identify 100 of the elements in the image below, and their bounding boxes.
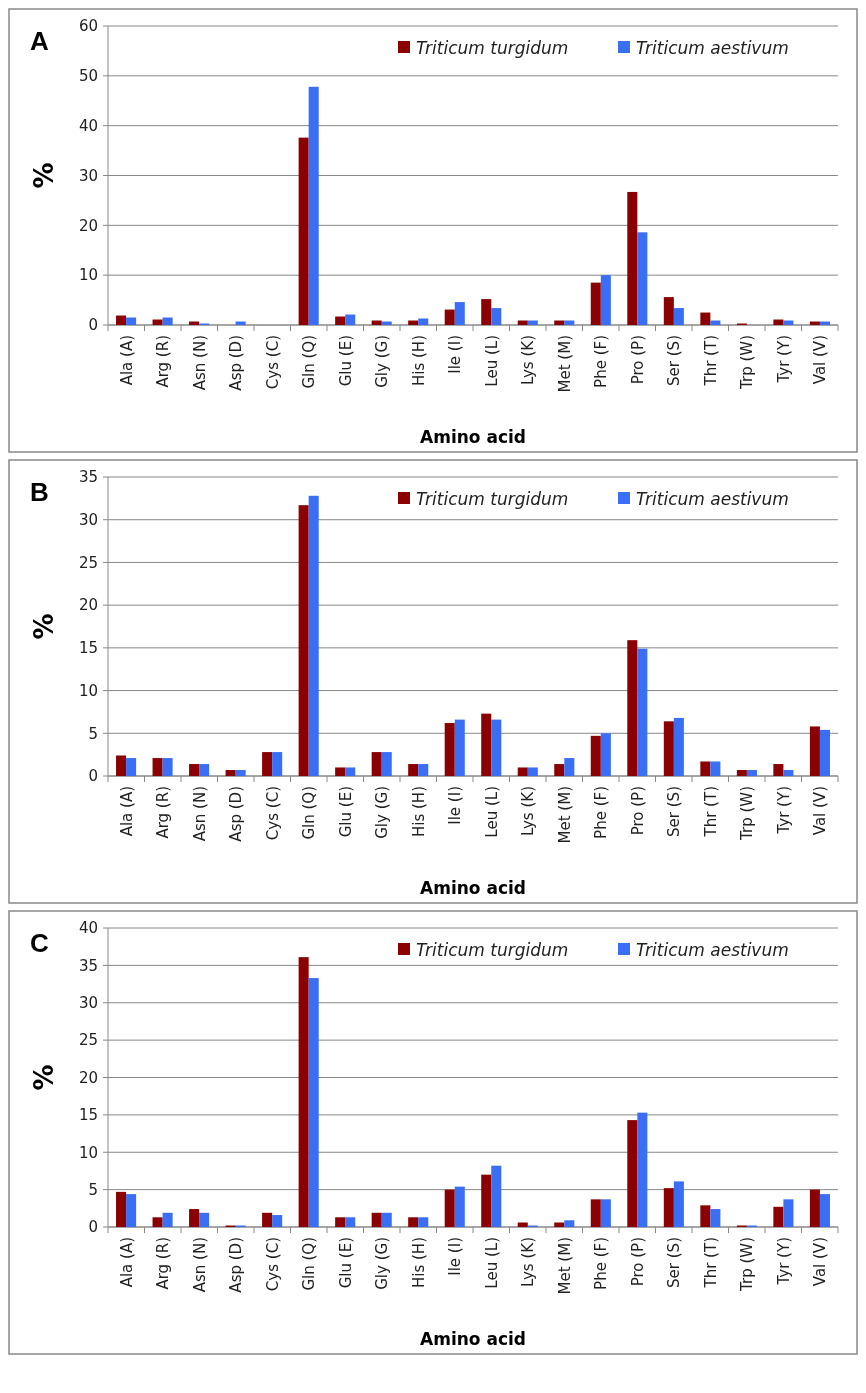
- x-tick-label: Leu (L): [482, 786, 501, 838]
- bar: [189, 764, 200, 776]
- bar: [590, 282, 601, 325]
- bar: [235, 770, 246, 776]
- x-tick-label: Ala (A): [117, 786, 136, 837]
- bar: [637, 1112, 648, 1227]
- x-tick-label: Arg (R): [154, 786, 172, 839]
- bar: [152, 1217, 163, 1227]
- x-tick-label: Arg (R): [154, 335, 172, 388]
- x-tick-label: Val (V): [811, 335, 829, 385]
- x-tick-label: Asn (N): [190, 786, 209, 842]
- bar: [335, 767, 346, 776]
- x-tick-label: Ile (I): [446, 335, 464, 374]
- x-tick-label: Gly (G): [373, 1237, 391, 1290]
- y-tick-label: 15: [78, 1106, 98, 1125]
- bar: [700, 312, 711, 325]
- x-tick-label: Lys (K): [519, 1237, 537, 1287]
- y-tick-label: 35: [78, 956, 98, 975]
- bar: [345, 767, 356, 776]
- bar: [637, 648, 648, 776]
- bar: [527, 767, 538, 776]
- y-tick-label: 10: [78, 1143, 98, 1162]
- bar: [126, 317, 137, 325]
- x-tick-label: Asp (D): [227, 335, 245, 391]
- x-tick-label: Lys (K): [519, 335, 537, 385]
- bar: [491, 1165, 502, 1227]
- y-tick-label: 0: [88, 316, 98, 335]
- bar: [517, 767, 528, 776]
- chart-title: C: [30, 928, 49, 958]
- bar: [809, 1189, 820, 1227]
- bar: [663, 297, 674, 325]
- y-tick-label: 60: [78, 17, 98, 36]
- bar: [444, 723, 455, 776]
- x-axis-title: Amino acid: [420, 427, 526, 447]
- x-tick-label: Tyr (Y): [774, 1237, 793, 1286]
- bar: [700, 761, 711, 776]
- bar: [199, 764, 210, 776]
- bar: [225, 770, 236, 776]
- bar: [454, 719, 465, 776]
- bar: [627, 1120, 638, 1227]
- x-tick-label: Ser (S): [665, 786, 683, 837]
- y-tick-label: 20: [78, 596, 98, 615]
- bar: [564, 1220, 575, 1227]
- x-tick-label: Glu (E): [336, 1237, 355, 1289]
- bar: [773, 319, 784, 325]
- bar: [162, 317, 173, 325]
- bar: [345, 1217, 356, 1227]
- bar: [783, 1199, 794, 1227]
- bar: [262, 752, 273, 776]
- chart-title: B: [30, 477, 49, 507]
- bar: [710, 1209, 721, 1227]
- bar: [637, 232, 648, 325]
- bar: [590, 1199, 601, 1227]
- x-axis-title: Amino acid: [420, 1329, 526, 1349]
- bar: [600, 275, 611, 325]
- bar: [152, 758, 163, 776]
- bar: [819, 729, 830, 776]
- x-tick-label: Asn (N): [190, 1237, 209, 1293]
- bar: [773, 764, 784, 776]
- bar: [162, 758, 173, 776]
- x-tick-label: Glu (E): [336, 335, 355, 387]
- bar: [335, 316, 346, 325]
- bar: [345, 314, 356, 325]
- y-tick-label: 20: [78, 216, 98, 235]
- bar: [600, 1199, 611, 1227]
- y-axis-title: %: [29, 613, 59, 640]
- x-tick-label: Val (V): [811, 1237, 829, 1287]
- bar: [371, 752, 382, 776]
- y-tick-label: 5: [88, 724, 98, 743]
- legend-label: Triticum aestivum: [636, 488, 789, 509]
- bar: [663, 1188, 674, 1227]
- bar: [700, 1205, 711, 1227]
- y-axis-title: %: [29, 162, 59, 189]
- y-axis-title: %: [29, 1064, 59, 1091]
- bar: [189, 1209, 200, 1227]
- x-tick-label: Asp (D): [227, 786, 245, 842]
- bar: [481, 713, 492, 776]
- bar: [673, 1181, 684, 1227]
- bar: [371, 1212, 382, 1227]
- y-tick-label: 0: [88, 767, 98, 786]
- x-tick-label: Trp (W): [738, 335, 756, 390]
- bar: [773, 1206, 784, 1227]
- bar: [162, 1212, 173, 1227]
- bar: [491, 308, 502, 325]
- bar: [116, 755, 127, 776]
- bar: [819, 1194, 830, 1227]
- x-tick-label: Thr (T): [701, 1237, 720, 1289]
- bar: [116, 315, 127, 325]
- bar: [627, 640, 638, 776]
- y-tick-label: 5: [88, 1180, 98, 1199]
- legend-label: Triticum aestivum: [636, 37, 789, 58]
- legend-label: Triticum turgidum: [416, 488, 569, 509]
- y-tick-label: 30: [78, 510, 98, 529]
- x-tick-label: Phe (F): [592, 335, 610, 388]
- bar: [673, 308, 684, 325]
- bar: [408, 1217, 419, 1227]
- bar: [673, 717, 684, 776]
- y-tick-label: 20: [78, 1068, 98, 1087]
- x-tick-label: Leu (L): [482, 1237, 501, 1289]
- bar: [272, 752, 283, 776]
